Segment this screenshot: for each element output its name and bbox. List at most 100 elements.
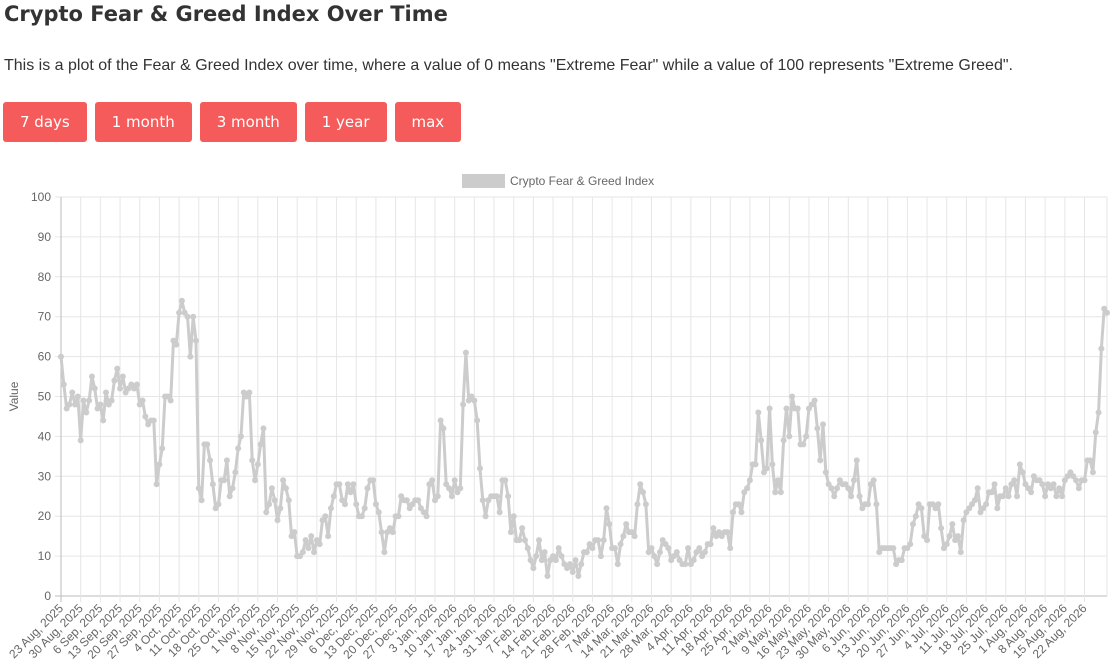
data-point bbox=[648, 545, 655, 552]
data-point bbox=[153, 481, 160, 488]
data-point bbox=[102, 389, 109, 396]
data-point bbox=[378, 529, 385, 536]
data-point bbox=[305, 545, 312, 552]
data-point bbox=[437, 417, 444, 424]
data-point bbox=[730, 509, 737, 516]
data-point bbox=[665, 545, 672, 552]
data-point bbox=[150, 417, 157, 424]
data-point bbox=[507, 529, 514, 536]
data-point bbox=[907, 541, 914, 548]
data-point bbox=[291, 529, 298, 536]
range-3-month-button[interactable]: 3 month bbox=[199, 102, 297, 142]
data-point bbox=[100, 417, 107, 424]
data-point bbox=[1056, 485, 1063, 492]
data-point bbox=[777, 489, 784, 496]
data-point bbox=[803, 433, 810, 440]
data-point bbox=[429, 477, 436, 484]
data-point bbox=[1019, 469, 1026, 476]
data-point bbox=[1089, 469, 1096, 476]
data-point bbox=[690, 557, 697, 564]
data-point bbox=[364, 485, 371, 492]
data-point bbox=[682, 561, 689, 568]
data-point bbox=[578, 561, 585, 568]
data-point bbox=[479, 497, 486, 504]
data-point bbox=[834, 485, 841, 492]
data-point bbox=[423, 513, 430, 520]
data-point bbox=[226, 493, 233, 500]
data-point bbox=[97, 401, 104, 408]
data-point bbox=[167, 397, 174, 404]
data-point bbox=[794, 405, 801, 412]
range-max-button[interactable]: max bbox=[394, 102, 462, 142]
data-point bbox=[139, 397, 146, 404]
data-point bbox=[924, 537, 931, 544]
data-point bbox=[1005, 493, 1012, 500]
data-point bbox=[642, 501, 649, 508]
data-point bbox=[738, 509, 745, 516]
data-point bbox=[983, 501, 990, 508]
data-point bbox=[783, 405, 790, 412]
data-point bbox=[66, 401, 73, 408]
data-point bbox=[266, 501, 273, 508]
data-point bbox=[544, 573, 551, 580]
data-point bbox=[631, 533, 638, 540]
data-point bbox=[651, 553, 658, 560]
data-point bbox=[614, 561, 621, 568]
data-point bbox=[912, 513, 919, 520]
data-point bbox=[701, 549, 708, 556]
data-point bbox=[789, 393, 796, 400]
range-1-year-button[interactable]: 1 year bbox=[304, 102, 387, 142]
data-point bbox=[710, 525, 717, 532]
data-point bbox=[370, 477, 377, 484]
data-point bbox=[769, 461, 776, 468]
data-point bbox=[246, 389, 253, 396]
data-point bbox=[173, 341, 180, 348]
legend-swatch[interactable] bbox=[462, 174, 505, 188]
data-point bbox=[1011, 477, 1018, 484]
data-point bbox=[204, 441, 211, 448]
data-point bbox=[510, 513, 517, 520]
data-point bbox=[350, 481, 357, 488]
data-point bbox=[1075, 485, 1082, 492]
legend-label[interactable]: Crypto Fear & Greed Index bbox=[510, 174, 654, 188]
data-point bbox=[853, 457, 860, 464]
data-point bbox=[744, 485, 751, 492]
data-point bbox=[623, 521, 630, 528]
data-point bbox=[1059, 493, 1066, 500]
data-point bbox=[58, 353, 64, 360]
range-7-days-button[interactable]: 7 days bbox=[3, 102, 87, 142]
data-point bbox=[215, 501, 222, 508]
data-point bbox=[308, 533, 315, 540]
data-point bbox=[558, 553, 565, 560]
data-point bbox=[519, 525, 526, 532]
data-point bbox=[637, 481, 644, 488]
data-point bbox=[341, 501, 348, 508]
data-point bbox=[758, 437, 765, 444]
data-point bbox=[583, 549, 590, 556]
data-point bbox=[74, 393, 81, 400]
data-point bbox=[954, 533, 961, 540]
data-point bbox=[184, 313, 191, 320]
data-point bbox=[274, 517, 281, 524]
data-point bbox=[299, 549, 306, 556]
data-point bbox=[595, 537, 602, 544]
data-point bbox=[176, 309, 183, 316]
data-point bbox=[552, 557, 559, 564]
data-point bbox=[505, 493, 512, 500]
range-1-month-button[interactable]: 1 month bbox=[94, 102, 192, 142]
data-point bbox=[1104, 309, 1110, 316]
data-point bbox=[254, 461, 261, 468]
range-buttons: 7 days 1 month 3 month 1 year max bbox=[3, 102, 462, 142]
data-point bbox=[260, 425, 267, 432]
data-point bbox=[766, 405, 773, 412]
data-point bbox=[471, 397, 478, 404]
data-point bbox=[322, 513, 329, 520]
data-point bbox=[707, 541, 714, 548]
data-point bbox=[311, 549, 318, 556]
data-point bbox=[811, 397, 818, 404]
y-tick-label: 0 bbox=[44, 589, 51, 603]
data-point bbox=[775, 477, 782, 484]
data-point bbox=[555, 545, 562, 552]
data-point bbox=[72, 401, 79, 408]
y-tick-label: 30 bbox=[38, 469, 52, 483]
